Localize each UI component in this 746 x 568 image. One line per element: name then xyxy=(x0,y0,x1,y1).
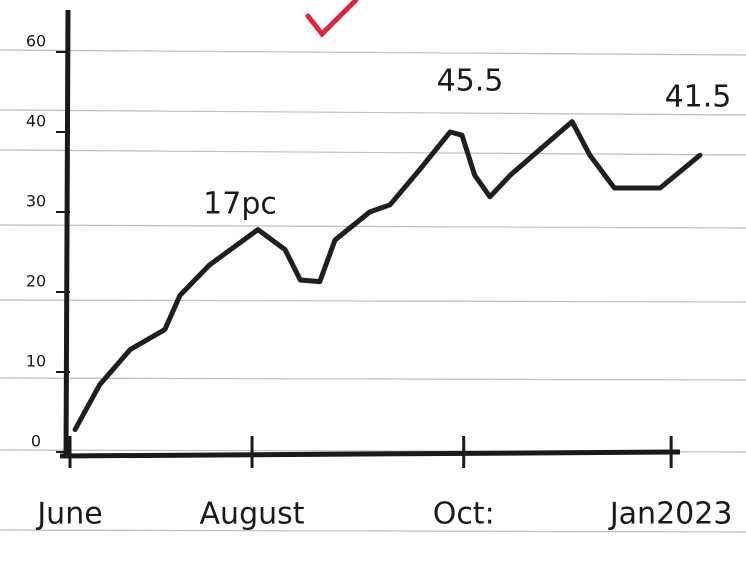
line xyxy=(75,122,700,430)
y-tick-label: 60 xyxy=(26,32,46,51)
y-tick-label: 0 xyxy=(31,432,41,451)
check-mark xyxy=(308,0,356,34)
chart: 0 10 20 30 40 60 June August Oct: Jan2023 17pc 45.5… xyxy=(0,0,746,568)
annotation: 41.5 xyxy=(665,80,732,115)
y-tick-label: 40 xyxy=(26,112,46,131)
y-axis xyxy=(66,10,68,458)
x-tick-label: June xyxy=(35,497,102,532)
x-tick-label: Oct: xyxy=(433,497,495,532)
y-tick-label: 10 xyxy=(26,352,46,371)
x-axis xyxy=(60,452,680,456)
annotation: 45.5 xyxy=(437,64,504,99)
page: {"chart_data": {"type": "line", "annotat… xyxy=(0,0,746,568)
y-tick-label: 30 xyxy=(26,192,46,211)
y-tick-label: 20 xyxy=(26,272,46,291)
x-tick-label: Jan2023 xyxy=(608,497,733,532)
paper-lines xyxy=(0,50,746,532)
annotation: 17pc xyxy=(203,187,277,222)
x-tick-label: August xyxy=(200,497,305,532)
